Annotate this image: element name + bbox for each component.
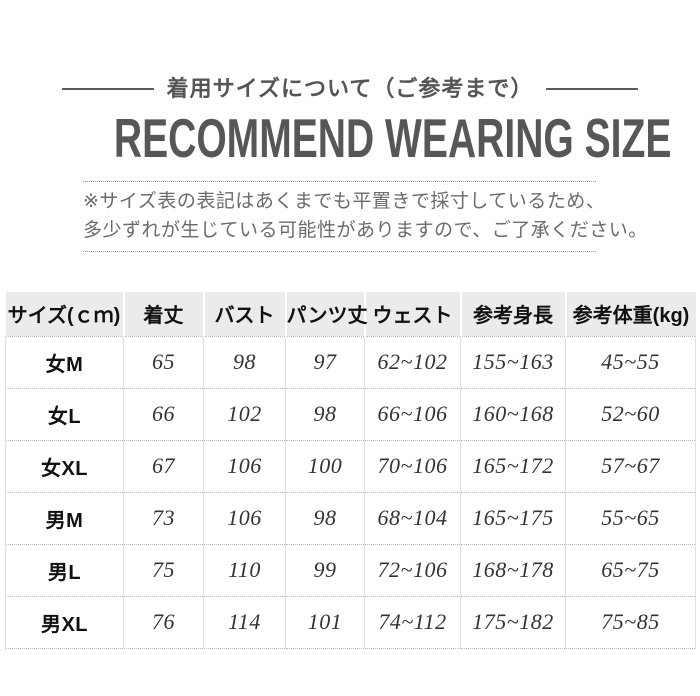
note-line-1: ※サイズ表の表記はあくまでも平置きで採寸しているため、	[83, 191, 606, 212]
table-cell: 70~106	[364, 439, 461, 492]
table-cell: 114	[203, 595, 286, 649]
column-header-size: サイズ(ｃｍ)	[5, 292, 124, 336]
subtitle-rule-right	[546, 88, 639, 90]
table-cell: 155~163	[460, 335, 566, 388]
table-cell: 102	[203, 387, 286, 440]
table-cell: 72~106	[364, 543, 461, 596]
table-cell: 98	[203, 335, 286, 388]
table-row: 女XL 67 106 100 70~106 165~172 57~67	[5, 439, 696, 492]
column-header-height: 参考身長	[459, 292, 566, 336]
table-cell: 75~85	[565, 595, 696, 649]
column-header-pants: パンツ丈	[284, 292, 368, 336]
table-cell: 165~175	[460, 491, 566, 544]
table-cell: 62~102	[364, 335, 461, 388]
table-header-row: サイズ(ｃｍ) 着丈 バスト パンツ丈 ウェスト 参考身長 参考体重(kg)	[5, 292, 696, 336]
table-cell: 52~60	[565, 387, 696, 440]
table-row: 男XL 76 114 101 74~112 175~182 75~85	[5, 595, 696, 649]
table-cell: 74~112	[364, 595, 461, 649]
table-cell: 57~67	[565, 439, 696, 492]
table-cell: 45~55	[565, 335, 696, 388]
table-row: 女L 66 102 98 66~106 160~168 52~60	[5, 387, 696, 440]
table-cell: 97	[285, 335, 365, 388]
table-cell: 99	[285, 543, 365, 596]
table-cell: 98	[285, 491, 365, 544]
table-cell: 101	[285, 595, 365, 649]
table-cell: 75	[123, 543, 204, 596]
table-cell: 160~168	[460, 387, 566, 440]
table-cell: 98	[285, 387, 365, 440]
table-row: 男L 75 110 99 72~106 168~178 65~75	[5, 543, 696, 596]
table-row: 女M 65 98 97 62~102 155~163 45~55	[5, 335, 696, 388]
table-cell: 168~178	[460, 543, 566, 596]
page-subtitle: 着用サイズについて（ご参考まで）	[166, 76, 534, 101]
table-cell: 66~106	[364, 387, 461, 440]
subtitle-rule-left	[61, 88, 154, 90]
table-cell: 175~182	[460, 595, 566, 649]
row-label: 女L	[5, 387, 124, 440]
row-label: 男M	[5, 491, 124, 544]
column-header-bust: バスト	[202, 292, 286, 336]
row-label: 女M	[5, 335, 124, 388]
table-cell: 106	[203, 439, 286, 492]
row-label: 男L	[5, 543, 124, 596]
column-header-weight: 参考体重(kg)	[564, 292, 696, 336]
page-title: RECOMMEND WEARING SIZE	[113, 107, 672, 169]
column-header-length: 着丈	[122, 292, 204, 336]
table-cell: 106	[203, 491, 286, 544]
table-cell: 67	[123, 439, 204, 492]
note-line-2: 多少ずれが生じている可能性がありますので、ご了承ください。	[83, 220, 648, 241]
page-header: 着用サイズについて（ご参考まで） RECOMMEND WEARING SIZE	[0, 0, 700, 167]
subtitle-row: 着用サイズについて（ご参考まで）	[0, 74, 700, 104]
size-table: サイズ(ｃｍ) 着丈 バスト パンツ丈 ウェスト 参考身長 参考体重(kg) 女…	[5, 292, 696, 649]
row-label: 女XL	[5, 439, 124, 492]
table-cell: 65~75	[565, 543, 696, 596]
table-cell: 100	[285, 439, 365, 492]
table-cell: 55~65	[565, 491, 696, 544]
table-cell: 76	[123, 595, 204, 649]
row-label: 男XL	[5, 595, 124, 649]
table-row: 男M 73 106 98 68~104 165~175 55~65	[5, 491, 696, 544]
table-cell: 165~172	[460, 439, 566, 492]
table-cell: 65	[123, 335, 204, 388]
table-cell: 110	[203, 543, 286, 596]
note-box: ※サイズ表の表記はあくまでも平置きで採寸しているため、 多少ずれが生じている可能…	[83, 181, 648, 252]
column-header-waist: ウェスト	[363, 292, 461, 336]
main-title-wrap: RECOMMEND WEARING SIZE	[0, 109, 700, 167]
table-cell: 68~104	[364, 491, 461, 544]
table-cell: 66	[123, 387, 204, 440]
table-cell: 73	[123, 491, 204, 544]
